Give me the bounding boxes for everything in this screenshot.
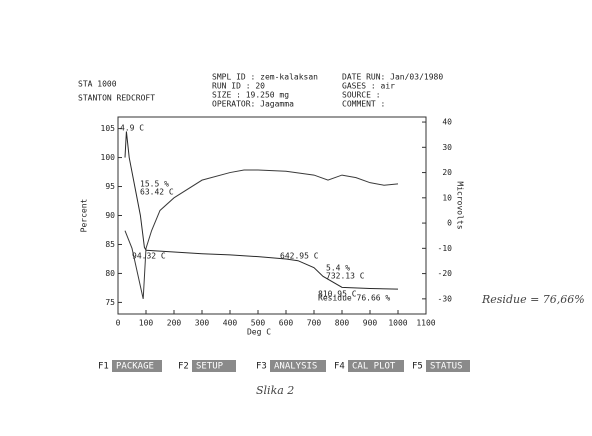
y-tick-label: 80 [105,269,115,278]
key-face [426,360,470,372]
x-tick-label: 400 [223,319,238,328]
handwritten-caption: Slika 2 [256,384,294,397]
key-button[interactable]: PACKAGE [112,360,162,372]
x-tick-label: 500 [251,319,266,328]
y2-tick-label: 30 [442,143,452,152]
x-axis-label: Deg C [247,328,271,337]
info: RUN ID : 20 [212,82,265,91]
y-tick-label: 85 [105,240,115,249]
key-button[interactable]: SETUP [192,360,236,372]
y2-tick-label: 0 [447,219,452,228]
function-key: F1 [98,362,109,372]
x-tick-label: 1100 [416,319,435,328]
key-face [348,360,404,372]
annotation: 15.5 % [140,180,169,189]
key-button[interactable]: CAL PLOT [348,360,404,372]
handwritten-residue: Residue = 76,66% [481,293,585,306]
key-label: PACKAGE [116,362,154,372]
annotation: 4.9 C [120,124,144,133]
plot-frame [117,116,427,315]
y2-tick-label: 40 [442,118,452,127]
info: SMPL ID : zem-kalaksan [212,73,318,82]
y2-tick-label: 20 [442,168,452,177]
series-line [124,131,399,290]
key-face [112,360,162,372]
annotation: 5.4 % [326,264,350,273]
annotation: 810.95 C [318,290,357,299]
annotation: Residue 76.66 % [318,294,390,303]
key-face [192,360,236,372]
x-tick-label: 600 [279,319,294,328]
key-button[interactable]: ANALYSIS [270,360,326,372]
x-tick-label: 900 [363,319,378,328]
maker: STANTON REDCROFT [78,94,155,103]
x-tick-label: 200 [167,319,182,328]
function-key: F4 [334,362,345,372]
info: SIZE : 19.250 mg [212,91,289,100]
function-key: F5 [412,362,423,372]
key-label: ANALYSIS [274,362,317,372]
y-axis-label: Percent [80,198,89,232]
annotation: 94.32 C [132,252,166,261]
annotation: 63.42 C [140,188,174,197]
info: GASES : air [342,82,395,91]
y-tick-label: 75 [105,298,115,307]
key-label: CAL PLOT [352,362,396,372]
y-tick-label: 105 [101,124,116,133]
key-label: STATUS [430,362,463,372]
y2-axis-label: Microvolts [456,181,465,229]
key-button[interactable]: STATUS [426,360,470,372]
annotation: 732.13 C [326,272,365,281]
x-tick-label: 1000 [388,319,407,328]
x-tick-label: 0 [116,319,121,328]
y2-tick-label: 10 [442,193,452,202]
x-tick-label: 300 [195,319,210,328]
y-tick-label: 95 [105,182,115,191]
info: SOURCE : [342,91,381,100]
annotation: 642.95 C [280,252,319,261]
info: COMMENT : [342,100,385,109]
info: OPERATOR: Jagamma [212,100,294,109]
model: STA 1000 [78,80,117,89]
y2-tick-label: -10 [438,244,453,253]
y-tick-label: 100 [101,153,116,162]
y-tick-label: 90 [105,211,115,220]
x-tick-label: 800 [335,319,350,328]
series-line [124,169,399,299]
x-tick-label: 100 [139,319,154,328]
key-face [270,360,326,372]
key-label: SETUP [196,362,224,372]
function-key: F2 [178,362,189,372]
y2-tick-label: -20 [438,269,453,278]
x-tick-label: 700 [307,319,322,328]
function-key: F3 [256,362,267,372]
y2-tick-label: -30 [438,294,453,303]
info: DATE RUN: Jan/03/1980 [342,73,443,82]
